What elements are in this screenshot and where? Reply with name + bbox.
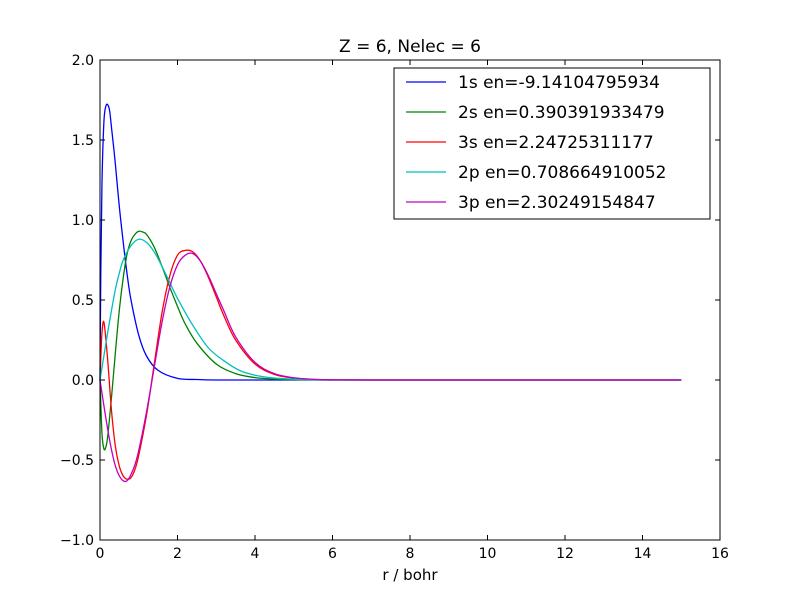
- legend-label-2: 3s en=2.24725311177: [458, 133, 654, 153]
- y-tick-label: 0.0: [72, 373, 94, 389]
- x-tick-label: 6: [328, 546, 337, 562]
- y-tick-label: 2.0: [72, 53, 94, 69]
- y-tick-label: 0.5: [72, 293, 94, 309]
- y-tick-label: −1.0: [60, 533, 94, 549]
- x-tick-label: 10: [479, 546, 497, 562]
- y-tick-label: −0.5: [60, 453, 94, 469]
- legend-label-3: 2p en=0.708664910052: [458, 163, 667, 183]
- legend-label-0: 1s en=-9.14104795934: [458, 73, 660, 93]
- y-tick-label: 1.0: [72, 213, 94, 229]
- legend-box: [393, 67, 711, 220]
- series-line-4: [99, 252, 682, 483]
- legend: 1s en=-9.14104795934 2s en=0.390391933479…: [393, 67, 711, 220]
- chart-title: Z = 6, Nelec = 6: [339, 37, 481, 57]
- y-tick-label: 1.5: [72, 133, 94, 149]
- x-tick-label: 8: [406, 546, 415, 562]
- series-layer: [99, 103, 682, 483]
- legend-label-4: 3p en=2.30249154847: [458, 193, 656, 213]
- x-tick-label: 0: [96, 546, 105, 562]
- x-tick-label: 2: [173, 546, 182, 562]
- x-axis-label: r / bohr: [382, 566, 438, 584]
- legend-items: 1s en=-9.14104795934 2s en=0.390391933479…: [406, 73, 667, 213]
- ticks-layer: 0 2 4 6 8 10 12 14 16 −1.0 −0.5 0.0 0.5 1.0 1.5 2.0: [60, 53, 729, 562]
- x-tick-label: 14: [634, 546, 652, 562]
- legend-label-1: 2s en=0.390391933479: [458, 103, 665, 123]
- x-tick-label: 12: [556, 546, 574, 562]
- x-tick-label: 4: [251, 546, 260, 562]
- x-tick-label: 16: [711, 546, 729, 562]
- series-line-0: [99, 103, 682, 381]
